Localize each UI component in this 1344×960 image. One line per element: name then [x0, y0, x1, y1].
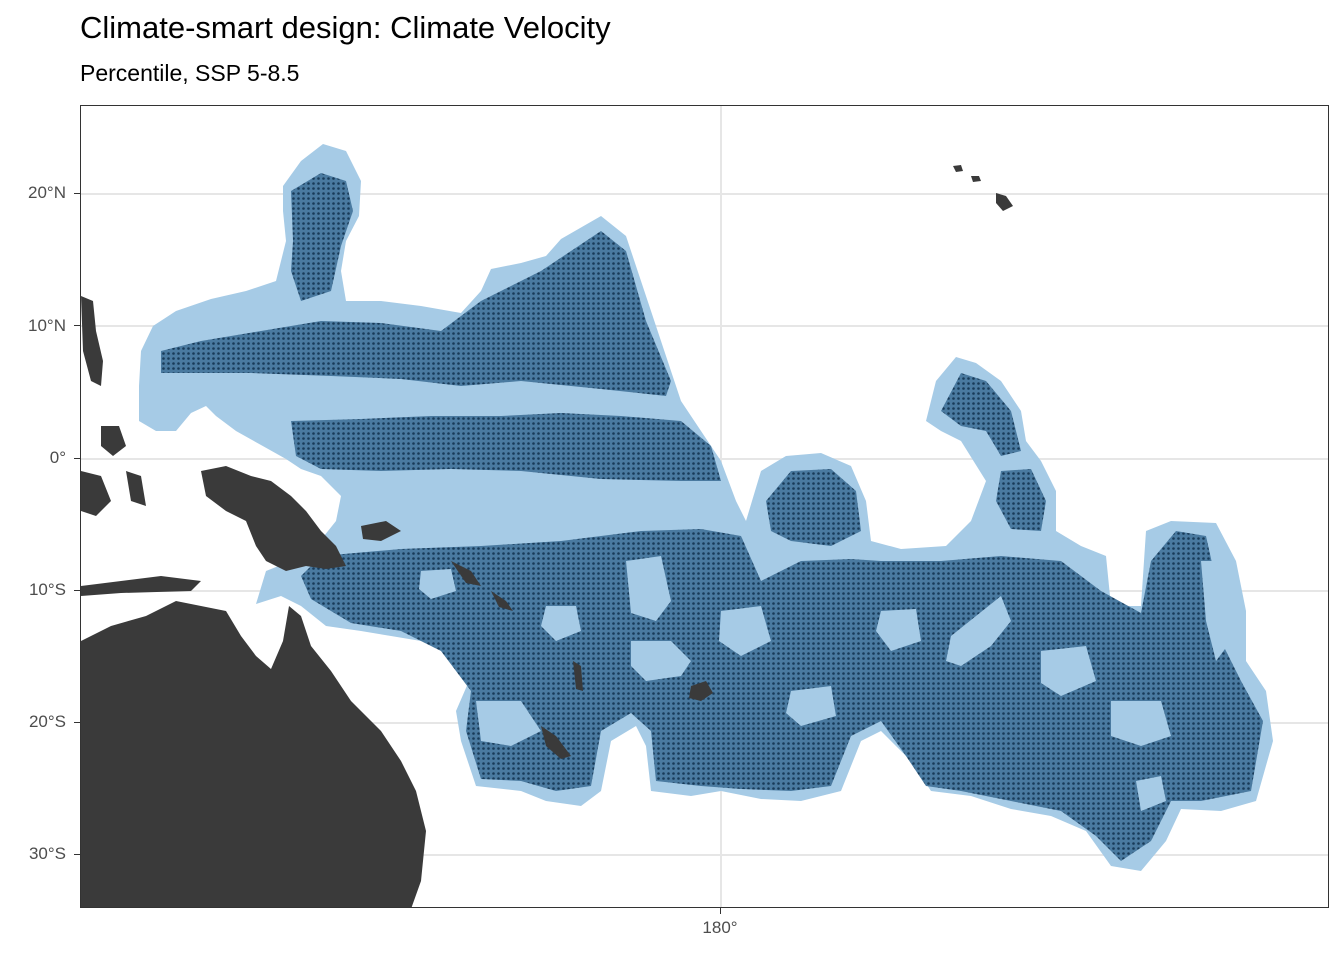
philippines [81, 296, 103, 386]
y-tick [74, 193, 80, 194]
new-guinea [201, 466, 346, 571]
map-panel [80, 105, 1329, 908]
x-tick-label-180: 180° [702, 918, 738, 937]
y-tick [74, 854, 80, 855]
y-tick-label-10n: 10°N [28, 316, 66, 335]
australia [81, 601, 426, 907]
x-tick [720, 908, 721, 914]
y-tick-label-20s: 20°S [28, 712, 66, 731]
y-tick [74, 722, 80, 723]
y-tick-label-10s: 10°S [28, 580, 66, 599]
unselected-patches [419, 556, 1231, 811]
y-tick [74, 325, 80, 326]
selected-planning-units [161, 173, 1263, 861]
hawaii [996, 193, 1013, 211]
map-subtitle: Percentile, SSP 5-8.5 [80, 60, 300, 86]
map-title: Climate-smart design: Climate Velocity [80, 10, 611, 45]
y-tick [74, 458, 80, 459]
y-tick-label-0: 0° [49, 448, 66, 467]
land [81, 165, 1013, 907]
y-tick [74, 590, 80, 591]
y-tick-label-30s: 30°S [28, 844, 66, 863]
map-svg [81, 106, 1328, 907]
y-tick-label-20n: 20°N [28, 183, 66, 202]
